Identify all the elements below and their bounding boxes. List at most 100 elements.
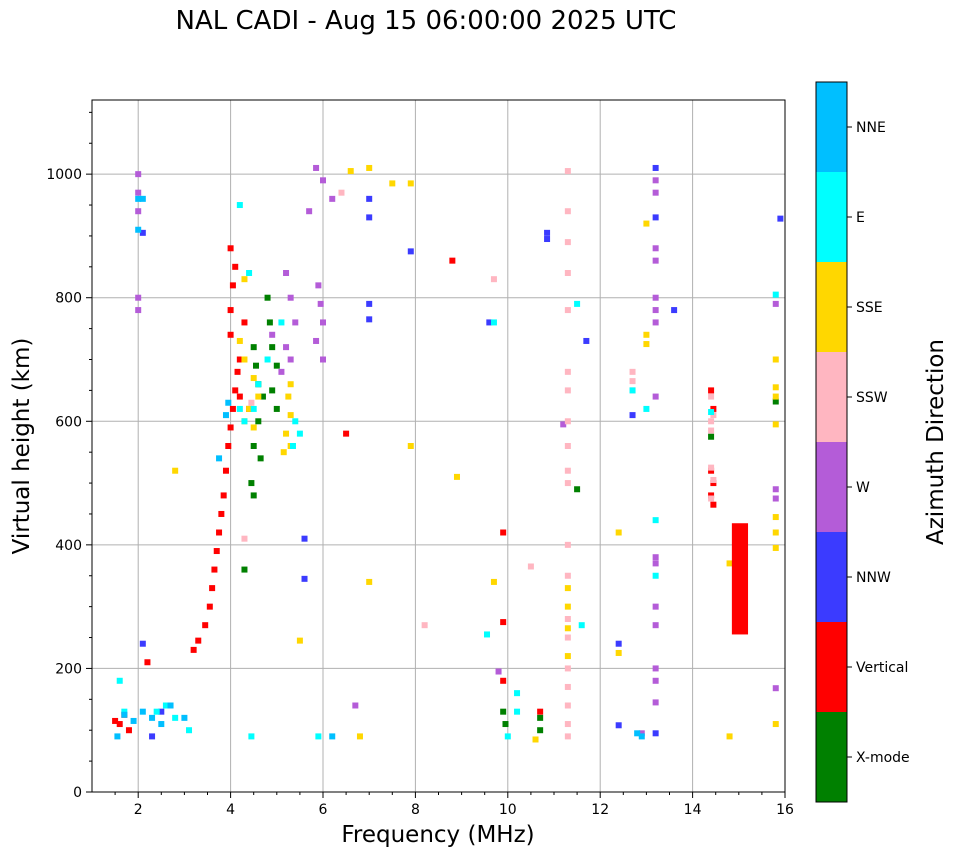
data-point-vertical xyxy=(343,430,350,437)
data-point-e xyxy=(296,430,303,437)
data-point-e xyxy=(250,405,257,412)
data-point-nne xyxy=(222,412,229,419)
colorbar-swatch xyxy=(816,622,847,712)
data-point-nnw xyxy=(629,412,636,419)
data-point-ssw xyxy=(564,634,571,641)
data-point-x-mode xyxy=(537,714,544,721)
data-point-ssw xyxy=(338,189,345,196)
data-point-e xyxy=(246,270,253,276)
data-point-vertical xyxy=(218,510,225,517)
data-point-e xyxy=(116,677,123,684)
data-point-nnw xyxy=(158,708,165,715)
data-point-w xyxy=(652,319,659,326)
data-point-e xyxy=(162,702,169,709)
data-point-ssw xyxy=(629,378,636,385)
data-point-vertical xyxy=(710,480,717,487)
data-point-e xyxy=(574,300,581,307)
data-point-nnw xyxy=(583,337,590,344)
data-point-x-mode xyxy=(264,294,271,301)
data-point-nnw xyxy=(544,229,551,236)
data-point-w xyxy=(315,282,322,289)
data-point-vertical xyxy=(220,492,227,499)
data-point-vertical xyxy=(211,566,218,573)
data-point-nne xyxy=(225,399,232,406)
data-point-w xyxy=(652,677,659,684)
colorbar-frame xyxy=(815,81,848,803)
data-point-w xyxy=(135,189,142,196)
data-point-e xyxy=(514,708,521,715)
data-point-ssw xyxy=(248,399,255,406)
colorbar-tick-label: W xyxy=(856,480,870,496)
data-point-w xyxy=(306,208,313,215)
data-point-sse xyxy=(772,393,779,400)
data-point-x-mode xyxy=(250,344,257,351)
data-point-w xyxy=(772,300,779,307)
data-point-vertical xyxy=(232,263,239,270)
data-point-w xyxy=(772,495,779,502)
data-point-nnw xyxy=(139,229,146,236)
data-point-w xyxy=(352,702,359,709)
data-point-sse xyxy=(564,653,571,660)
data-point-w xyxy=(135,208,142,215)
data-point-vertical xyxy=(225,443,232,449)
data-point-sse xyxy=(287,381,294,388)
data-point-w xyxy=(652,603,659,610)
data-point-sse xyxy=(772,721,779,728)
data-point-sse xyxy=(366,164,373,171)
data-point-nnw xyxy=(615,722,622,729)
data-point-nnw xyxy=(301,575,308,582)
colorbar-swatch xyxy=(816,262,847,352)
colorbar: X-mode Vertical NNW W SSW SSE E NNE xyxy=(815,81,910,803)
data-point-w xyxy=(652,699,659,706)
x-axis: 2 4 6 8 10 12 14 16 xyxy=(114,792,794,818)
data-point-vertical xyxy=(112,717,119,724)
data-point-vertical xyxy=(195,637,202,644)
colorbar-tick-label: Vertical xyxy=(856,660,908,676)
data-point-sse xyxy=(241,356,248,363)
data-point-vertical xyxy=(236,356,243,363)
data-point-vertical xyxy=(229,405,236,412)
data-point-x-mode xyxy=(273,405,280,412)
y-tick-label: 200 xyxy=(55,661,82,677)
data-point-nne xyxy=(167,702,174,709)
data-point-w xyxy=(287,294,294,301)
data-point-w xyxy=(135,307,142,314)
data-point-vertical xyxy=(449,257,456,264)
data-point-ssw xyxy=(708,393,715,400)
data-point-vertical xyxy=(227,245,234,252)
data-point-e xyxy=(629,387,636,394)
data-point-vertical xyxy=(234,368,241,375)
data-point-nne xyxy=(130,717,137,724)
data-point-w xyxy=(283,344,290,351)
data-point-nne xyxy=(158,721,165,728)
data-point-w xyxy=(320,356,326,363)
data-point-sse xyxy=(726,733,733,740)
data-point-vertical xyxy=(144,659,151,666)
data-point-x-mode xyxy=(248,480,255,487)
data-point-e xyxy=(186,727,193,734)
y-tick-label: 0 xyxy=(73,785,82,801)
data-point-x-mode xyxy=(250,492,257,499)
x-tick-label: 6 xyxy=(319,802,328,818)
data-point-nne xyxy=(638,733,645,740)
data-point-vertical xyxy=(500,619,507,626)
data-point-vertical xyxy=(227,307,234,314)
data-point-e xyxy=(153,708,160,715)
data-point-ssw xyxy=(564,208,571,215)
data-point-sse xyxy=(643,220,650,227)
data-point-nnw xyxy=(366,300,373,307)
data-point-sse xyxy=(287,412,294,419)
data-point-sse xyxy=(250,424,257,431)
data-point-w xyxy=(652,257,659,264)
data-point-x-mode xyxy=(708,433,715,440)
data-point-e xyxy=(255,381,262,388)
data-point-nnw xyxy=(149,733,156,740)
data-point-vertical xyxy=(500,677,507,684)
data-point-w xyxy=(652,294,659,301)
data-point-e xyxy=(514,690,521,697)
data-point-sse xyxy=(772,421,779,428)
data-point-ssw xyxy=(708,427,715,434)
data-point-sse xyxy=(453,473,460,480)
data-point-nnw xyxy=(366,316,373,323)
data-point-ssw xyxy=(708,495,715,502)
